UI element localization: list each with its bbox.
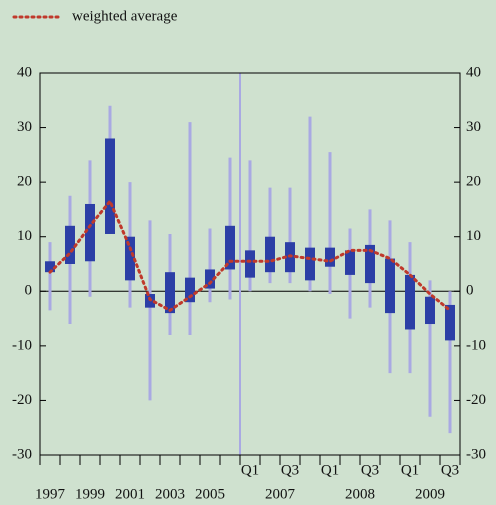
x-tick-label: Q1 xyxy=(241,462,259,478)
x-tick-label: 2005 xyxy=(195,486,225,502)
x-tick-label: Q3 xyxy=(281,462,299,478)
year-label: 2007 xyxy=(265,486,296,502)
legend-label: weighted average xyxy=(72,8,178,24)
y-tick-label: -10 xyxy=(12,337,32,353)
box xyxy=(205,269,215,289)
box xyxy=(385,258,395,314)
box xyxy=(85,203,95,262)
y-tick-label: 0 xyxy=(25,283,33,299)
box xyxy=(405,274,415,330)
box xyxy=(165,272,175,314)
y-tick-label: 10 xyxy=(17,228,32,244)
weighted-average-line xyxy=(48,198,452,313)
x-tick-label: Q3 xyxy=(361,462,379,478)
box xyxy=(365,244,375,284)
box xyxy=(325,247,335,267)
y2-tick-label: -10 xyxy=(466,337,486,353)
y2-tick-label: 30 xyxy=(466,119,481,135)
x-tick-label: 1999 xyxy=(75,486,105,502)
box xyxy=(185,277,195,303)
y-tick-label: 30 xyxy=(17,119,32,135)
y2-tick-label: -30 xyxy=(466,446,486,462)
y2-tick-label: 20 xyxy=(466,174,481,190)
year-label: 2009 xyxy=(415,486,445,502)
box xyxy=(265,236,275,273)
y2-tick-label: 10 xyxy=(466,228,481,244)
x-tick-label: 2001 xyxy=(115,486,145,502)
box xyxy=(125,236,135,281)
y2-tick-label: -20 xyxy=(466,392,486,408)
plot-frame xyxy=(39,72,461,456)
box xyxy=(445,304,455,341)
y-tick-label: -20 xyxy=(12,392,32,408)
box xyxy=(65,225,75,264)
box xyxy=(425,296,435,325)
x-tick-label: Q1 xyxy=(321,462,339,478)
x-tick-label: 1997 xyxy=(35,486,66,502)
y2-tick-label: 40 xyxy=(466,64,481,80)
y-tick-label: 40 xyxy=(17,64,32,80)
x-tick-label: Q3 xyxy=(441,462,459,478)
y2-tick-label: 0 xyxy=(466,283,474,299)
year-label: 2008 xyxy=(345,486,375,502)
y-tick-label: 20 xyxy=(17,174,32,190)
box xyxy=(225,225,235,270)
box xyxy=(305,247,315,281)
x-tick-label: Q1 xyxy=(401,462,419,478)
box xyxy=(105,138,115,234)
y-tick-label: -30 xyxy=(12,446,32,462)
x-tick-label: 2003 xyxy=(155,486,185,502)
box xyxy=(245,250,255,278)
box xyxy=(345,250,355,275)
box xyxy=(45,261,55,273)
